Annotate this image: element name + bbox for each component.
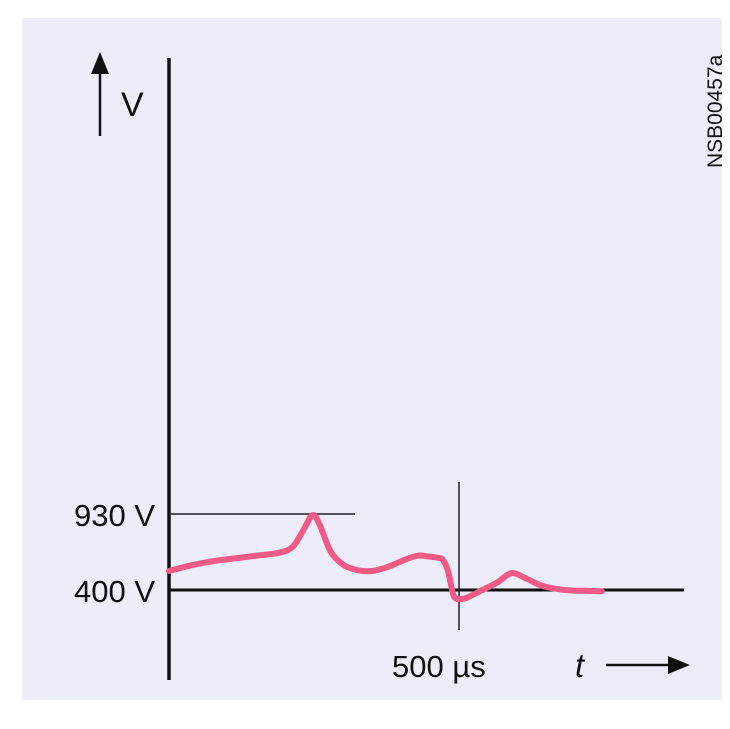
trace-point — [468, 594, 472, 598]
series-layer — [166, 512, 605, 603]
trace-point — [583, 589, 587, 593]
t-arrow-head — [668, 656, 690, 674]
trace-point — [509, 571, 513, 575]
trace-point — [318, 523, 322, 527]
trace-point — [326, 544, 330, 548]
trace-point — [255, 554, 259, 558]
trace-point — [570, 589, 574, 592]
y-tick-label-930v: 930 V — [74, 498, 155, 533]
trace-point — [403, 558, 407, 562]
trace-point — [446, 570, 450, 574]
trace-point — [436, 556, 439, 560]
trace-point — [211, 559, 215, 563]
x-tick-label-500us: 500 µs — [392, 649, 486, 684]
trace-point — [342, 563, 346, 567]
trace-point — [425, 554, 428, 558]
trace-point — [189, 563, 193, 567]
y-axis-label: V — [121, 86, 144, 124]
trace-point — [452, 594, 456, 598]
trace-point — [460, 597, 464, 601]
trace-point — [311, 513, 314, 517]
trace-point — [540, 584, 544, 588]
trace-point — [600, 589, 604, 593]
trace-point — [301, 528, 305, 532]
trace-point — [441, 558, 445, 562]
chart-panel — [22, 18, 722, 700]
trace-point — [277, 551, 281, 555]
v-arrow-head — [91, 52, 109, 74]
trace-point — [523, 576, 527, 580]
trace-point — [370, 569, 374, 573]
trace-point — [167, 569, 171, 573]
trace-point — [331, 554, 335, 558]
trace-point — [233, 556, 237, 560]
trace-point — [290, 545, 294, 549]
trace-point — [356, 568, 360, 572]
trace-point — [416, 554, 420, 558]
x-axis-label: t — [575, 647, 586, 684]
figure-code: NSB00457a — [704, 54, 727, 168]
trace-point — [386, 565, 390, 569]
trace-point — [479, 589, 483, 592]
trace-point — [496, 580, 500, 584]
voltage-trace-line-0 — [166, 512, 605, 603]
y-tick-label-400v: 400 V — [74, 574, 155, 609]
trace-point — [556, 587, 560, 591]
